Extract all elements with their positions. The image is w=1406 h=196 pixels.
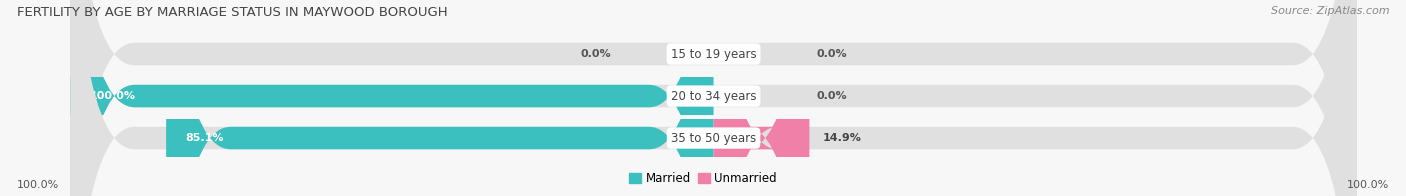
Text: FERTILITY BY AGE BY MARRIAGE STATUS IN MAYWOOD BOROUGH: FERTILITY BY AGE BY MARRIAGE STATUS IN M… bbox=[17, 6, 447, 19]
Text: 100.0%: 100.0% bbox=[90, 91, 135, 101]
Text: 35 to 50 years: 35 to 50 years bbox=[671, 132, 756, 144]
Text: 15 to 19 years: 15 to 19 years bbox=[671, 48, 756, 61]
FancyBboxPatch shape bbox=[713, 0, 810, 196]
Text: 100.0%: 100.0% bbox=[1347, 180, 1389, 190]
FancyBboxPatch shape bbox=[70, 0, 1357, 196]
Text: 0.0%: 0.0% bbox=[817, 49, 846, 59]
FancyBboxPatch shape bbox=[70, 0, 713, 196]
FancyBboxPatch shape bbox=[70, 0, 1357, 196]
Text: Source: ZipAtlas.com: Source: ZipAtlas.com bbox=[1271, 6, 1389, 16]
Text: 14.9%: 14.9% bbox=[823, 133, 860, 143]
Legend: Married, Unmarried: Married, Unmarried bbox=[624, 168, 782, 190]
Text: 0.0%: 0.0% bbox=[581, 49, 610, 59]
Text: 85.1%: 85.1% bbox=[186, 133, 224, 143]
Text: 100.0%: 100.0% bbox=[17, 180, 59, 190]
Text: 0.0%: 0.0% bbox=[817, 91, 846, 101]
FancyBboxPatch shape bbox=[70, 0, 1357, 196]
Text: 20 to 34 years: 20 to 34 years bbox=[671, 90, 756, 103]
FancyBboxPatch shape bbox=[166, 0, 713, 196]
